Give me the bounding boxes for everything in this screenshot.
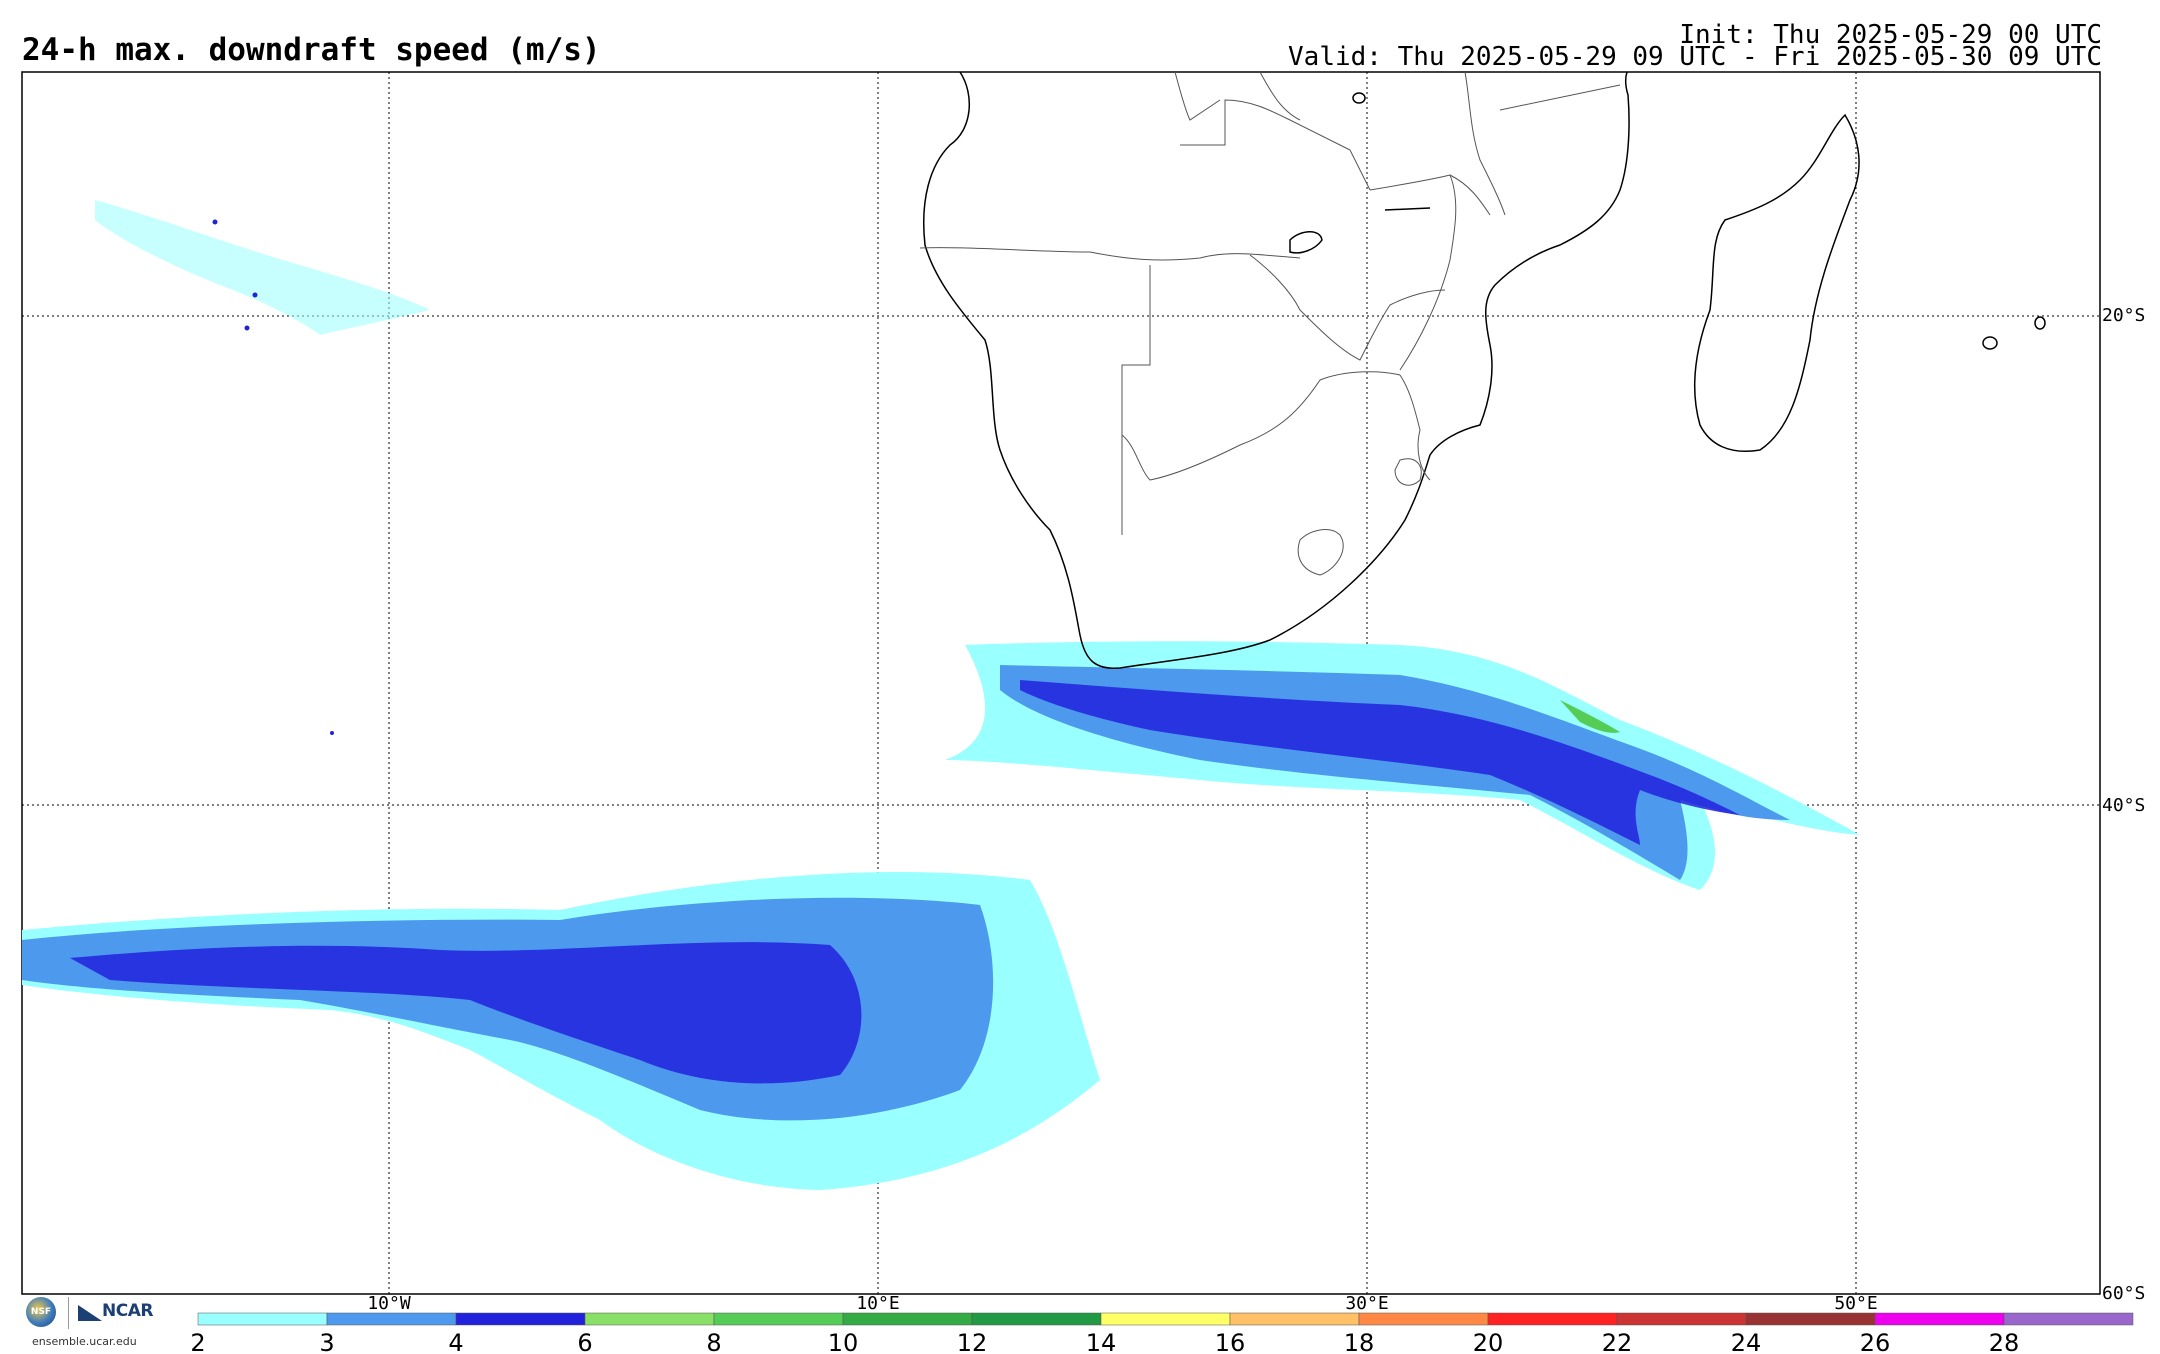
colorbar-swatch [197,1312,328,1326]
valid-time: Valid: Thu 2025-05-29 09 UTC - Fri 2025-… [1288,42,2102,72]
colorbar-swatch [455,1312,586,1326]
colorbar-swatch [713,1312,844,1326]
coastlines [922,71,2046,669]
colorbar-tick-label: 2 [190,1329,205,1354]
colorbar-swatch [584,1312,715,1326]
lon-label-10w: 10°W [367,1293,411,1314]
colorbar-swatch [1745,1312,1876,1326]
lat-label-40s: 40°S [2102,795,2145,816]
colorbar-swatch [1358,1312,1489,1326]
colorbar-swatch [1487,1312,1618,1326]
colorbar-swatch [1874,1312,2005,1326]
ncar-mark-icon [78,1305,102,1321]
lon-label-10e: 10°E [856,1293,899,1314]
downdraft-field-south [22,871,1100,1190]
ncar-logo: NCAR [102,1301,153,1321]
colorbar-swatch [326,1312,457,1326]
downdraft-field-east [945,641,1860,890]
logo-block: NSF NCAR ensemble.ucar.edu [22,1297,162,1349]
logo-divider [68,1297,69,1329]
colorbar-tick-label: 10 [828,1329,859,1354]
init-time: Init: Thu 2025-05-29 00 UTC [1679,20,2102,50]
downdraft-field-northwest [95,200,430,735]
colorbar-tick-label: 22 [1602,1329,1633,1354]
colorbar-tick-label: 16 [1215,1329,1246,1354]
colorbar-tick-label: 6 [577,1329,592,1354]
colorbar-swatch [971,1312,1102,1326]
country-borders [919,71,1621,576]
colorbar-tick-label: 28 [1989,1329,2020,1354]
colorbar-tick-label: 8 [706,1329,721,1354]
colorbar-tick-label: 4 [448,1329,463,1354]
colorbar-swatch [2003,1312,2134,1326]
colorbar-tick-label: 24 [1731,1329,1762,1354]
colorbar-tick-label: 26 [1860,1329,1891,1354]
lon-label-50e: 50°E [1834,1293,1877,1314]
nsf-logo: NSF [26,1297,56,1327]
colorbar-swatch [1100,1312,1231,1326]
colorbar-tick-label: 12 [957,1329,988,1354]
colorbar-swatch [842,1312,973,1326]
map-title: 24-h max. downdraft speed (m/s) [22,32,601,68]
lon-label-30e: 30°E [1345,1293,1388,1314]
colorbar-tick-label: 20 [1473,1329,1504,1354]
colorbar-swatch [1616,1312,1747,1326]
colorbar-tick-label: 14 [1086,1329,1117,1354]
lat-label-60s: 60°S [2102,1283,2145,1304]
lat-label-20s: 20°S [2102,305,2145,326]
ensemble-url: ensemble.ucar.edu [32,1335,137,1348]
colorbar-tick-label: 3 [319,1329,334,1354]
colorbar-tick-label: 18 [1344,1329,1375,1354]
colorbar-swatch [1229,1312,1360,1326]
colorbar: 2 3 4 6 8 10 12 14 16 18 20 22 24 26 28 [190,1312,2134,1354]
